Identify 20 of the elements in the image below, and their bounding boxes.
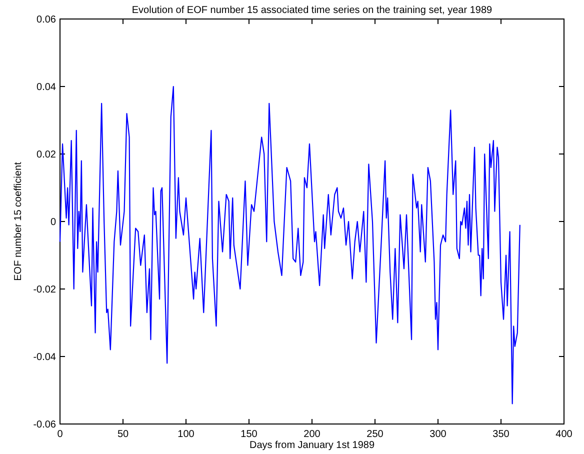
x-tick-label: 50 [117,429,129,440]
x-axis-title: Days from January 1st 1989 [249,440,375,451]
x-tick-label: 250 [366,429,384,440]
x-tick-label: 100 [178,429,195,440]
y-axis-title: EOF number 15 coefficient [13,162,24,281]
chart-title: Evolution of EOF number 15 associated time series on the training set, year 1989 [132,5,493,16]
y-tick-label: -0.02 [33,284,56,296]
y-tick-label: -0.06 [33,420,56,430]
y-tick-label: 0.06 [36,14,56,26]
x-tick-label: 0 [57,429,64,440]
y-tick-label: -0.04 [33,352,56,363]
line-series [59,86,520,404]
x-tick-label: 200 [304,429,321,440]
x-tick-label: 400 [556,429,573,440]
y-tick-label: 0.04 [36,82,56,93]
x-tick-label: 300 [430,429,447,440]
y-tick-label: 0.02 [36,150,56,160]
x-tick-label: 150 [240,429,258,440]
y-tick-label: 0 [50,217,56,228]
x-tick-label: 350 [492,429,510,440]
